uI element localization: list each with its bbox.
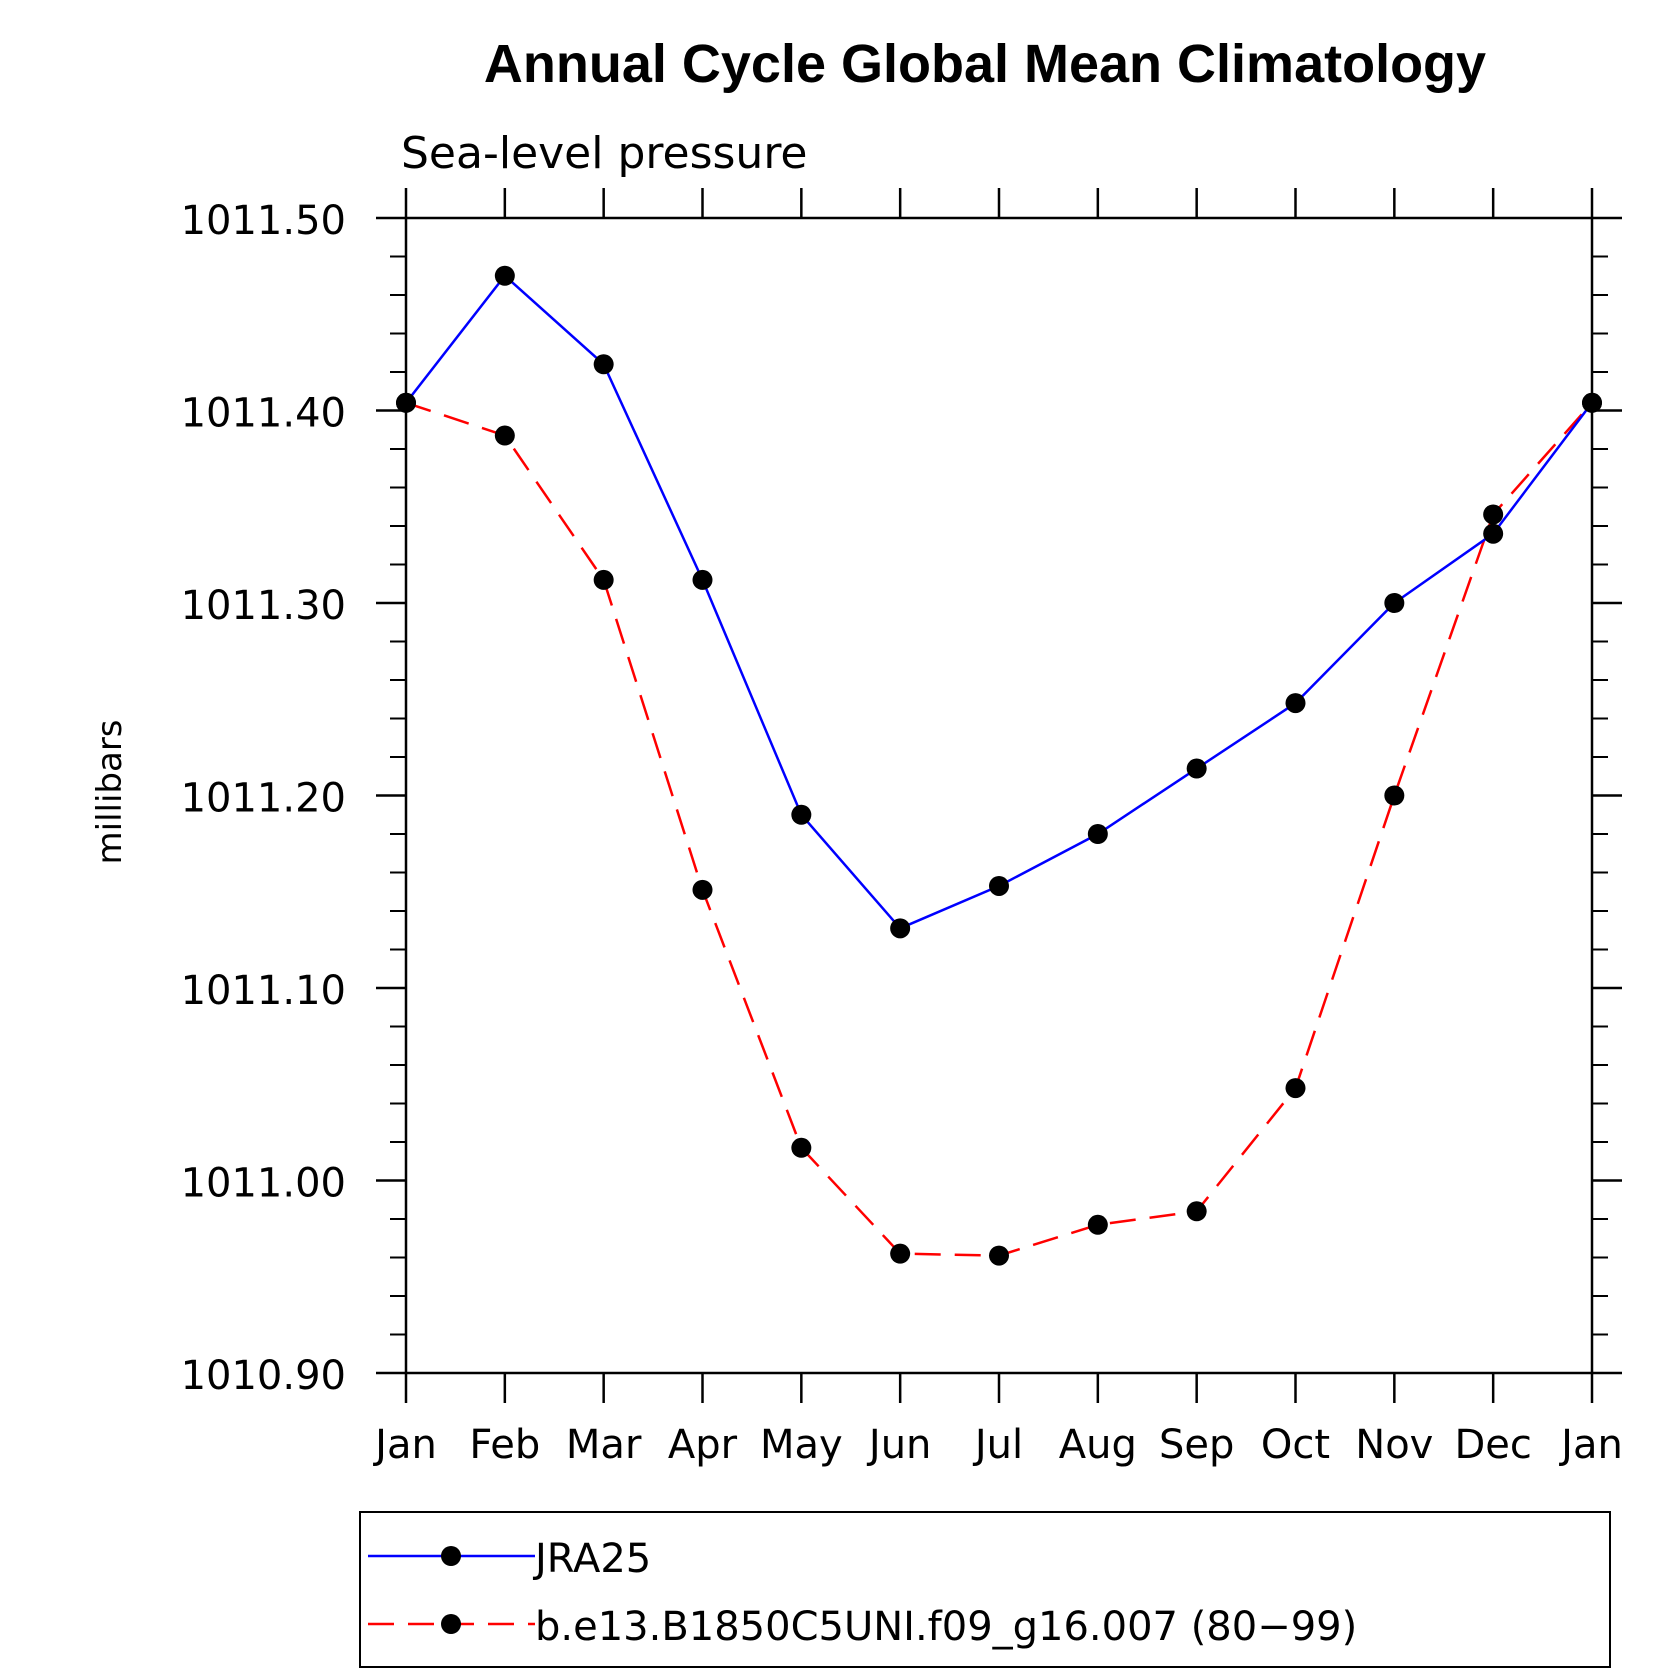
x-tick-label: Jul [972, 1422, 1023, 1468]
y-tick-label: 1011.20 [181, 776, 346, 822]
y-tick-label: 1011.30 [181, 583, 346, 629]
plot-frame [404, 216, 1594, 1375]
data-point-model [890, 1243, 911, 1264]
x-tick-label: Nov [1355, 1422, 1433, 1468]
data-point-jra25 [1582, 392, 1602, 413]
data-point-model [1285, 1078, 1306, 1099]
y-tick-label: 1011.00 [181, 1161, 346, 1207]
data-point-model [989, 1245, 1009, 1266]
data-point-jra25 [494, 265, 515, 286]
chart-title: Annual Cycle Global Mean Climatology [484, 34, 1486, 94]
x-tick-label: Dec [1454, 1422, 1531, 1468]
data-point-model [791, 1137, 812, 1158]
x-tick-label: Sep [1159, 1422, 1234, 1468]
data-point-jra25 [593, 354, 614, 375]
x-tick-label: Mar [566, 1422, 642, 1468]
x-tick-label: May [760, 1422, 843, 1468]
legend-box [359, 1511, 1611, 1668]
data-point-model [692, 879, 713, 900]
legend-label: b.e13.B1850C5UNI.f09_g16.007 (80−99) [535, 1604, 1357, 1650]
x-tick-label: Jan [372, 1422, 437, 1468]
legend: JRA25 b.e13.B1850C5UNI.f09_g16.007 (80−99… [359, 1511, 1611, 1668]
x-tick-label: Feb [469, 1422, 540, 1468]
y-tick-label: 1011.10 [181, 968, 346, 1014]
data-point-model [593, 569, 614, 590]
data-point-jra25 [396, 392, 416, 413]
x-tick-label: Jun [866, 1422, 932, 1468]
legend-label: JRA25 [532, 1536, 651, 1582]
chart-subtitle: Sea-level pressure [401, 128, 808, 179]
series-group [396, 265, 1602, 1266]
axes: Jan Feb Mar Apr May Jun Jul Aug Sep Oct Nov Dec Jan 1… [181, 188, 1623, 1468]
data-point-jra25 [1285, 693, 1306, 714]
y-tick-label: 1011.50 [181, 198, 346, 244]
series-line-model [405, 401, 1593, 1257]
x-tick-label: Apr [668, 1422, 738, 1468]
data-point-jra25 [989, 875, 1009, 896]
legend-swatch-marker [441, 1614, 461, 1634]
data-point-jra25 [1186, 758, 1207, 779]
data-point-model [1483, 504, 1504, 525]
x-tick-label: Oct [1261, 1422, 1330, 1468]
data-point-jra25 [1087, 824, 1108, 844]
series-line-jra25 [405, 273, 1593, 930]
data-point-model [1087, 1214, 1108, 1235]
x-tick-label: Jan [1558, 1422, 1623, 1468]
data-point-jra25 [692, 569, 713, 590]
y-tick-label: 1010.90 [181, 1353, 346, 1399]
data-point-jra25 [1384, 593, 1405, 613]
data-point-model [1186, 1201, 1207, 1222]
data-point-jra25 [1483, 523, 1504, 544]
data-point-model [1384, 785, 1405, 806]
data-point-jra25 [791, 804, 812, 825]
y-tick-label: 1011.40 [181, 391, 346, 437]
x-tick-label: Aug [1059, 1422, 1137, 1468]
data-point-model [494, 425, 515, 446]
y-axis-label: millibars [90, 719, 130, 864]
legend-swatch-marker [441, 1546, 461, 1566]
data-point-jra25 [890, 918, 911, 939]
